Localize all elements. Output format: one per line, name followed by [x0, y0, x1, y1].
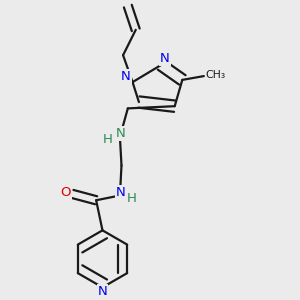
Text: N: N [160, 52, 170, 64]
Text: N: N [121, 70, 130, 83]
Text: H: H [127, 192, 137, 205]
Text: O: O [60, 186, 71, 199]
Text: N: N [116, 187, 125, 200]
Text: H: H [102, 133, 112, 146]
Text: N: N [116, 127, 125, 140]
Text: N: N [98, 285, 107, 298]
Text: CH₃: CH₃ [206, 70, 226, 80]
